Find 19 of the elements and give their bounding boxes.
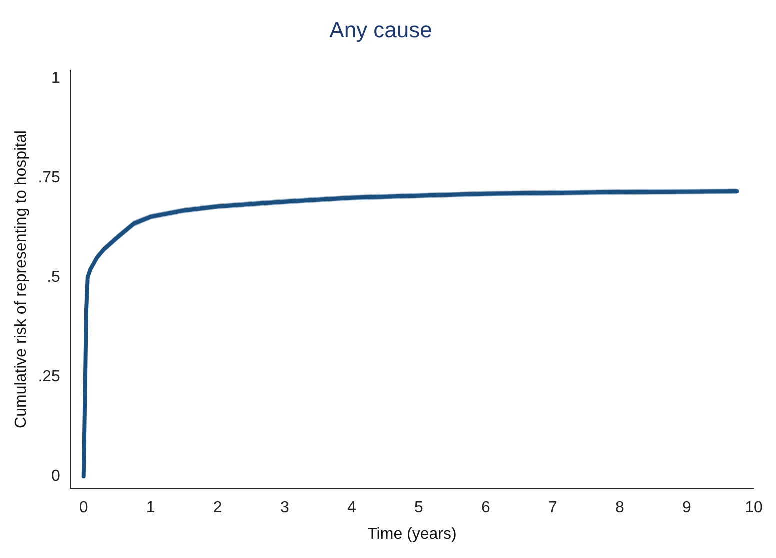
x-tick-label: 2 xyxy=(213,500,222,517)
x-tick-label: 3 xyxy=(280,500,290,517)
y-tick-label: .25 xyxy=(38,368,61,386)
x-tick-label: 9 xyxy=(682,500,692,517)
y-tick-label: .75 xyxy=(38,169,61,186)
chart-title: Any cause xyxy=(330,17,432,42)
y-axis-title: Cumulative risk of representing to hospital xyxy=(13,130,30,428)
x-tick-label: 6 xyxy=(481,500,490,517)
x-tick-label: 5 xyxy=(414,500,424,517)
y-tick-label: 0 xyxy=(52,468,61,486)
x-tick-label: 10 xyxy=(745,500,763,517)
y-tick-label: .5 xyxy=(47,268,61,286)
x-axis-title: Time (years) xyxy=(368,526,457,543)
x-tick-label: 8 xyxy=(616,500,625,517)
x-tick-label: 4 xyxy=(347,500,356,517)
y-tick-label: 1 xyxy=(52,70,61,87)
x-tick-label: 1 xyxy=(146,500,156,517)
x-tick-label: 7 xyxy=(548,500,558,517)
x-tick-label: 0 xyxy=(79,500,88,517)
